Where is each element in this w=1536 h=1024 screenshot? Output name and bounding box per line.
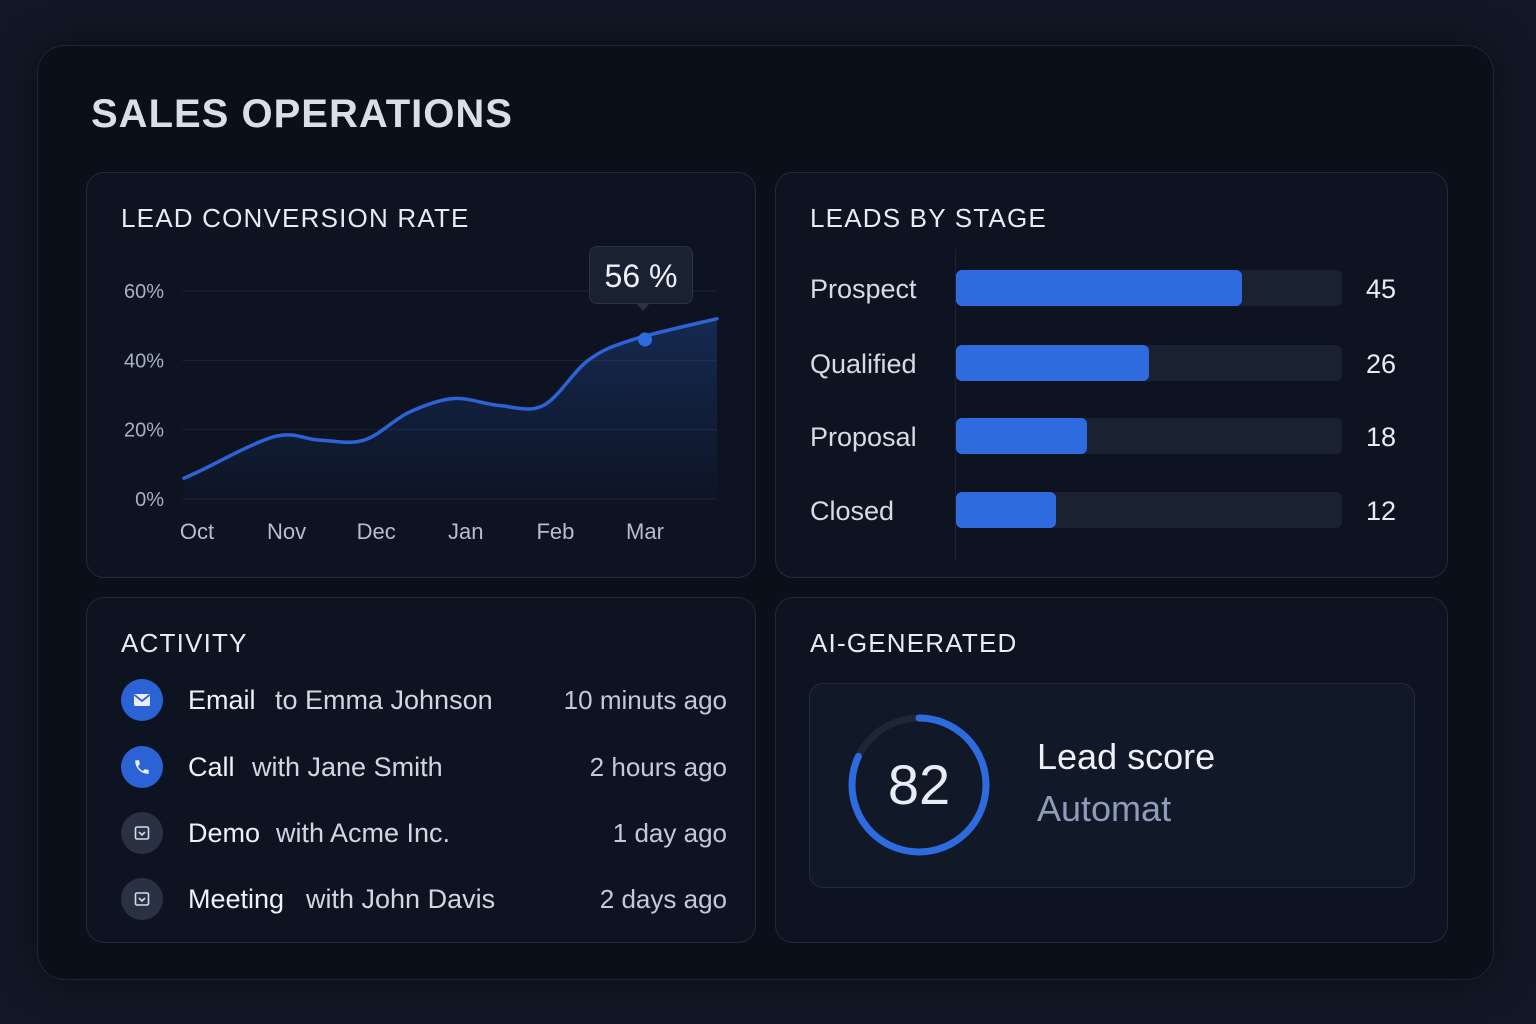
conversion-line	[182, 316, 719, 480]
x-tick-label: Dec	[357, 519, 396, 544]
chart-title: LEAD CONVERSION RATE	[121, 203, 470, 233]
y-tick-label: 20%	[124, 420, 164, 442]
activity-time: 2 days ago	[599, 884, 727, 914]
lead-conversion-chart: 0% 20% 40% 60% Oct Nov Dec Jan Feb Mar	[124, 281, 719, 544]
activity-detail: with John Davis	[306, 884, 496, 914]
lead-conversion-card: LEAD CONVERSION RATE 0% 20% 40% 60% Oct Nov D…	[86, 172, 756, 578]
score-ring-progress	[848, 714, 990, 856]
lead-score-value: 82	[887, 753, 951, 816]
stage-bar-track	[956, 492, 1342, 528]
activity-detail: with Jane Smith	[252, 752, 443, 782]
ai-generated-card: AI-GENERATED 82 Lead score Automat	[775, 597, 1448, 943]
lead-score-label: Lead score	[1037, 736, 1216, 777]
calendar-icon	[121, 878, 163, 920]
x-tick-label: Oct	[180, 519, 214, 544]
stage-bar-fill	[956, 345, 1149, 381]
activity-time: 10 minuts ago	[563, 685, 727, 715]
activity-detail: with Acme Inc.	[276, 818, 451, 848]
stage-bar-track	[956, 270, 1342, 306]
y-tick-label: 0%	[135, 489, 164, 511]
stage-value: 45	[1365, 274, 1397, 304]
value-tooltip: 56 %	[589, 246, 693, 311]
stage-bar-track	[956, 345, 1342, 381]
calendar-icon	[121, 812, 163, 854]
stage-label: Prospect	[810, 274, 917, 304]
leads-by-stage-card: LEADS BY STAGE Prospect 45 Qualified 26 …	[775, 172, 1448, 578]
conversion-area	[184, 318, 717, 499]
activity-type: Meeting	[188, 884, 285, 914]
x-tick-label: Feb	[536, 519, 574, 544]
lead-score-panel[interactable]: 82 Lead score Automat	[809, 683, 1415, 888]
stage-label: Closed	[810, 496, 895, 526]
y-tick-label: 60%	[124, 281, 164, 303]
x-tick-label: Jan	[448, 519, 483, 544]
activity-card: ACTIVITY Email to Emma Johnson 10 minuts…	[86, 597, 756, 943]
y-tick-label: 40%	[124, 350, 164, 372]
activity-title: ACTIVITY	[121, 628, 248, 658]
x-tick-label: Mar	[626, 519, 664, 544]
stage-value: 12	[1365, 496, 1397, 526]
activity-time: 1 day ago	[612, 818, 727, 848]
stage-row-closed[interactable]: Closed 12	[776, 492, 1447, 530]
highlight-point[interactable]	[638, 332, 652, 347]
activity-type: Call	[188, 752, 235, 782]
lead-score-sublabel: Automat	[1037, 788, 1172, 829]
page-title: SALES OPERATIONS	[91, 92, 513, 136]
stage-axis-divider	[955, 249, 956, 561]
activity-type: Demo	[188, 818, 261, 848]
activity-item-demo[interactable]: Demo with Acme Inc. 1 day ago	[87, 811, 755, 855]
stage-label: Proposal	[810, 422, 917, 452]
activity-time: 2 hours ago	[589, 752, 727, 782]
stage-value: 26	[1365, 349, 1397, 379]
phone-icon	[121, 746, 163, 788]
stage-title: LEADS BY STAGE	[810, 203, 1047, 233]
activity-type: Email	[188, 685, 256, 715]
stage-row-proposal[interactable]: Proposal 18	[776, 418, 1447, 456]
stage-row-qualified[interactable]: Qualified 26	[776, 345, 1447, 383]
activity-item-email[interactable]: Email to Emma Johnson 10 minuts ago	[87, 678, 755, 722]
score-ring	[848, 714, 990, 856]
stage-row-prospect[interactable]: Prospect 45	[776, 270, 1447, 308]
stage-bar-fill	[956, 492, 1057, 528]
mail-icon	[121, 679, 163, 721]
ai-title: AI-GENERATED	[810, 628, 1018, 658]
activity-item-call[interactable]: Call with Jane Smith 2 hours ago	[87, 745, 755, 789]
activity-item-meeting[interactable]: Meeting with John Davis 2 days ago	[87, 877, 755, 921]
stage-bar-fill	[956, 270, 1242, 306]
stage-label: Qualified	[810, 349, 917, 379]
activity-detail: to Emma Johnson	[275, 685, 493, 715]
stage-bar-track	[956, 418, 1342, 454]
stage-bar-fill	[956, 418, 1088, 454]
stage-value: 18	[1365, 422, 1397, 452]
x-tick-label: Nov	[267, 519, 306, 544]
